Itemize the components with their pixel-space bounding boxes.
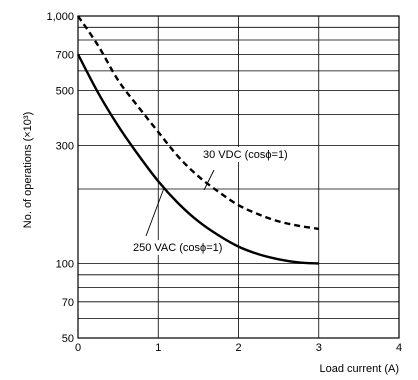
x-tick-label: 0 xyxy=(75,342,81,354)
plot-border xyxy=(77,15,400,339)
x-axis-label: Load current (A) xyxy=(320,363,399,375)
x-tick-label: 1 xyxy=(155,342,161,354)
plot-frame xyxy=(77,15,400,339)
data-curves xyxy=(76,15,319,265)
y-axis-label: No. of operations (×10³) xyxy=(22,112,34,228)
annotation-leader xyxy=(203,169,215,191)
x-tick-label: 4 xyxy=(396,342,402,354)
y-tick-label: 100 xyxy=(56,258,74,270)
y-tick-label: 70 xyxy=(62,297,74,309)
annotations: 30 VDC (cosϕ=1) 250 VAC (cosϕ=1) xyxy=(131,147,290,255)
series-annotation: 30 VDC (cosϕ=1) xyxy=(203,149,288,161)
annotation-leader xyxy=(145,187,165,237)
grid xyxy=(77,15,400,339)
series-line-30vdc xyxy=(77,15,319,231)
x-tick-label: 2 xyxy=(235,342,241,354)
y-tick-label: 700 xyxy=(56,49,74,61)
annotation-background xyxy=(201,147,290,162)
series-annotation: 250 VAC (cosϕ=1) xyxy=(133,242,222,254)
x-tick-label: 3 xyxy=(316,342,322,354)
annotation-background xyxy=(131,240,225,255)
y-tick-label: 500 xyxy=(56,86,74,98)
tick-labels: 0 1 2 3 4 50 70 100 300 500 700 1,000 xyxy=(46,11,402,354)
y-tick-label: 300 xyxy=(56,140,74,152)
series-line-250vac xyxy=(76,53,319,265)
y-tick-label: 1,000 xyxy=(46,11,74,23)
y-tick-label: 50 xyxy=(62,333,74,345)
